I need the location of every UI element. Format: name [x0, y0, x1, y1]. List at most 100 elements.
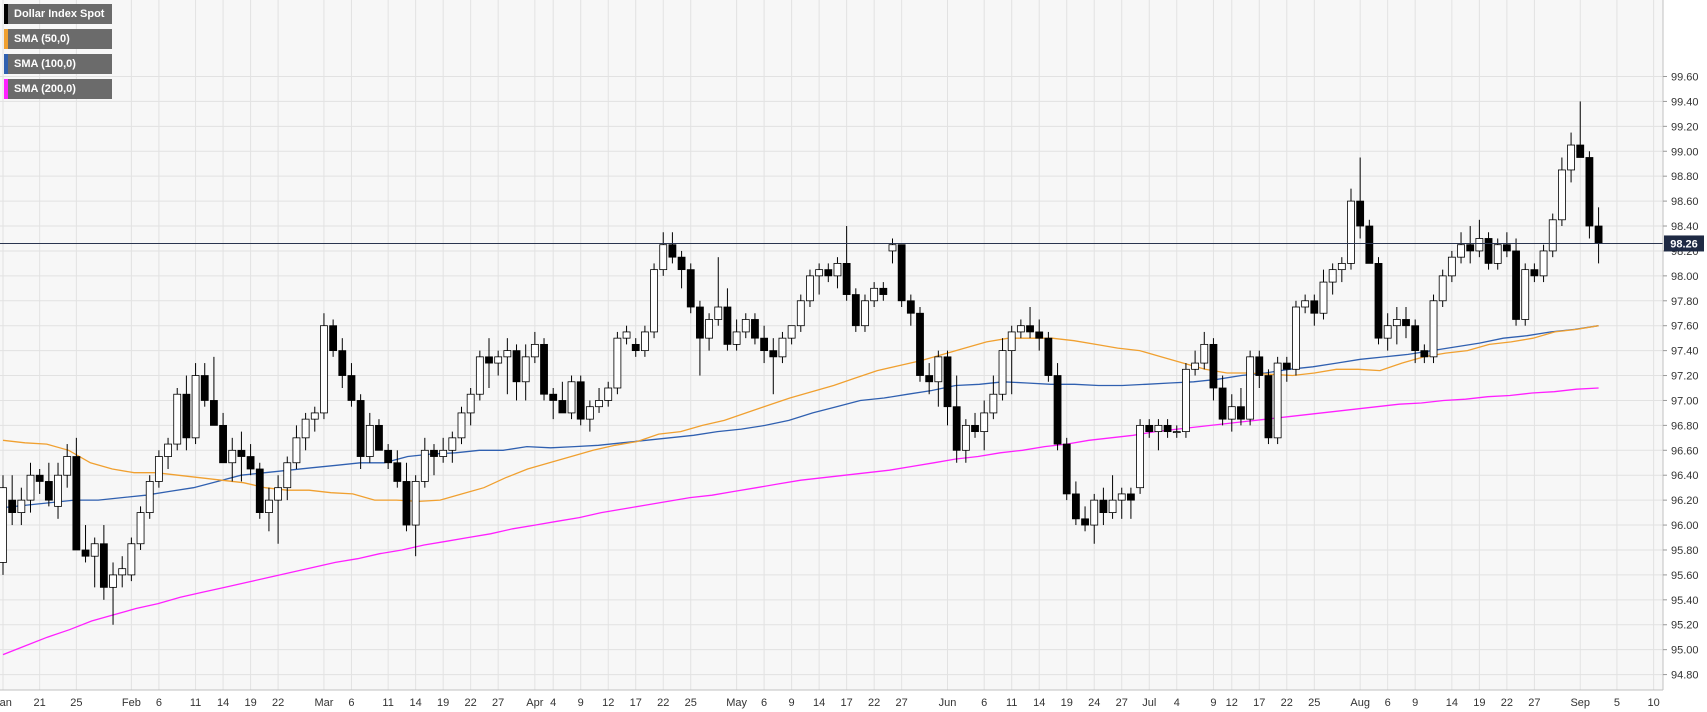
candle — [1502, 232, 1511, 258]
candle — [705, 313, 713, 351]
candle — [696, 300, 704, 376]
candle — [1191, 350, 1199, 376]
candle-body-down — [1530, 269, 1539, 277]
candle-body-up — [1200, 343, 1209, 364]
candle-body-down — [99, 543, 108, 588]
candle — [1062, 437, 1071, 501]
y-tick-label: 99.40 — [1671, 96, 1699, 108]
candle-body-down — [1264, 375, 1273, 439]
candle-body-up — [90, 543, 99, 557]
candle — [54, 462, 62, 519]
x-tick-label: Jul — [1142, 697, 1156, 709]
candle-body-up — [1392, 319, 1401, 327]
candle — [1145, 419, 1154, 438]
x-tick-label: 25 — [685, 697, 697, 709]
y-tick-label: 98.60 — [1671, 196, 1699, 208]
candle — [815, 263, 824, 295]
candle-body-up — [136, 512, 145, 545]
candle-body-up — [861, 300, 869, 327]
candle — [1227, 394, 1236, 432]
x-tick-label: 24 — [1088, 697, 1100, 709]
candle — [1218, 375, 1227, 426]
candle-body-up — [127, 543, 136, 576]
candle — [1127, 487, 1135, 519]
candle — [1273, 356, 1282, 445]
candle-body-up — [585, 406, 594, 420]
x-tick-label: 4 — [1174, 697, 1180, 709]
candle — [631, 338, 640, 357]
candle — [833, 257, 842, 289]
candle-body-up — [292, 437, 301, 464]
candle-body-up — [641, 331, 649, 352]
candle-body-up — [1521, 269, 1530, 320]
candle — [301, 412, 310, 451]
x-tick-label: 19 — [1061, 697, 1073, 709]
legend-item[interactable]: SMA (50,0) — [4, 29, 113, 49]
candle — [888, 238, 897, 264]
candle — [851, 288, 860, 332]
candle — [1136, 419, 1144, 494]
candle — [1521, 263, 1530, 326]
x-tick-label: 9 — [789, 697, 795, 709]
candle-body-up — [1337, 262, 1346, 271]
candle — [99, 525, 108, 600]
candle — [81, 525, 90, 563]
x-tick-label: 6 — [761, 697, 767, 709]
candle-body-down — [1145, 424, 1154, 433]
candle — [741, 313, 750, 339]
candle — [17, 487, 26, 526]
x-tick-label: Mar — [314, 697, 333, 709]
candle-body-down — [1374, 262, 1383, 339]
candle — [1447, 250, 1456, 283]
legend-item[interactable]: Dollar Index Spot — [4, 4, 113, 24]
x-tick-label: 17 — [1253, 697, 1265, 709]
candle — [44, 462, 53, 507]
candle — [320, 313, 328, 420]
candle-body-up — [815, 269, 824, 277]
candle-body-up — [650, 269, 658, 333]
candle — [237, 431, 246, 482]
legend-item[interactable]: SMA (200,0) — [4, 79, 113, 99]
candle — [641, 325, 649, 357]
price-tag-label: 98.26 — [1670, 238, 1698, 250]
candle — [567, 375, 576, 420]
x-tick-label: 12 — [1226, 697, 1238, 709]
candle-body-down — [255, 468, 264, 513]
candle — [265, 487, 273, 532]
legend-item[interactable]: SMA (100,0) — [4, 54, 113, 74]
candle-body-down — [347, 375, 356, 401]
candle — [998, 338, 1007, 401]
candle-body-up — [796, 300, 805, 327]
candle — [420, 437, 429, 488]
candle — [1237, 388, 1245, 426]
y-tick-label: 95.40 — [1671, 595, 1699, 607]
candle — [411, 475, 420, 557]
candle-body-up — [1429, 300, 1438, 358]
y-tick-label: 99.60 — [1671, 72, 1699, 84]
candle — [1209, 338, 1218, 401]
candle-body-down — [751, 319, 759, 339]
x-tick-label: Feb — [122, 697, 141, 709]
candle-body-down — [1420, 350, 1429, 358]
candle-body-down — [760, 337, 769, 352]
candle-body-up — [787, 325, 796, 339]
candle — [622, 325, 631, 345]
x-tick-label: 22 — [1501, 697, 1513, 709]
candle-body-down — [1594, 225, 1603, 244]
candle-body-up — [1136, 424, 1144, 489]
candle — [1108, 475, 1117, 519]
candle — [925, 363, 934, 395]
candle — [274, 475, 283, 544]
candle — [806, 269, 814, 308]
candle — [1007, 325, 1016, 395]
candle — [292, 425, 301, 469]
candle — [971, 412, 979, 438]
x-tick-label: 22 — [465, 697, 477, 709]
candle-body-down — [512, 350, 521, 383]
candle — [1071, 481, 1080, 526]
candle-body-up — [63, 456, 72, 476]
candle — [769, 338, 778, 395]
candle — [1365, 219, 1374, 264]
candle-body-up — [604, 387, 613, 401]
x-tick-label: 5 — [1614, 697, 1620, 709]
